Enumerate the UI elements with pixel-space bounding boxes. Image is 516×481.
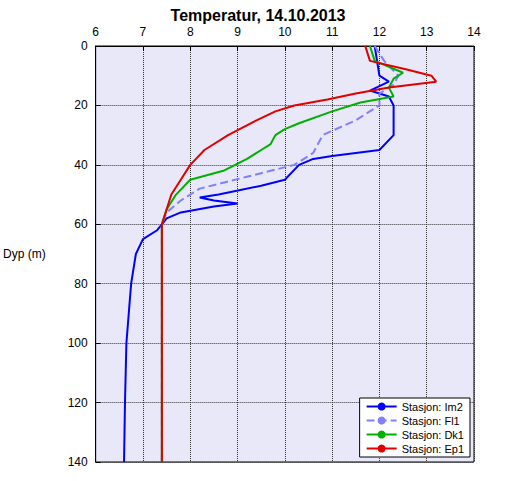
svg-text:100: 100 (68, 336, 88, 350)
svg-text:6: 6 (92, 25, 99, 39)
svg-text:7: 7 (140, 25, 147, 39)
svg-text:140: 140 (68, 455, 88, 469)
svg-text:Stasjon: Im2: Stasjon: Im2 (402, 401, 463, 413)
svg-text:0: 0 (81, 39, 88, 53)
svg-text:11: 11 (326, 25, 339, 39)
svg-text:9: 9 (234, 25, 241, 39)
svg-text:10: 10 (278, 25, 292, 39)
svg-text:13: 13 (420, 25, 434, 39)
svg-text:Stasjon: Fl1: Stasjon: Fl1 (402, 415, 460, 427)
svg-text:12: 12 (373, 25, 387, 39)
svg-text:14: 14 (467, 25, 481, 39)
svg-text:20: 20 (74, 98, 88, 112)
svg-text:8: 8 (187, 25, 194, 39)
svg-text:40: 40 (74, 158, 88, 172)
svg-text:120: 120 (68, 396, 88, 410)
svg-text:Stasjon: Ep1: Stasjon: Ep1 (402, 443, 464, 455)
svg-text:80: 80 (74, 277, 88, 291)
svg-text:Dyp (m): Dyp (m) (3, 247, 46, 261)
svg-text:Temperatur, 14.10.2013: Temperatur, 14.10.2013 (171, 7, 346, 24)
svg-text:Stasjon: Dk1: Stasjon: Dk1 (402, 429, 464, 441)
svg-text:60: 60 (74, 217, 88, 231)
